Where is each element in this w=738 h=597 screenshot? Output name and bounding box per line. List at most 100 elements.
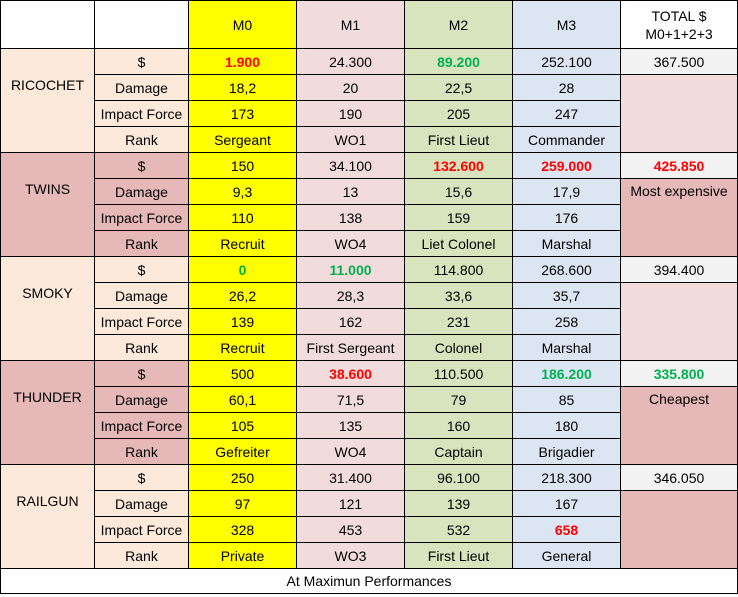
footer-row: At Maximun Performances (0, 568, 738, 594)
damage-m0: 9,3 (188, 178, 297, 205)
weapon-name: SMOKY (0, 256, 95, 361)
impact-m0: 173 (188, 100, 297, 127)
thunder-rank-row: Rank Gefreiter WO4 Captain Brigadier (1, 438, 738, 465)
total-note: Most expensive (620, 178, 738, 257)
damage-m2: 22,5 (404, 74, 513, 101)
damage-m0: 97 (188, 490, 297, 517)
damage-m3: 17,9 (512, 178, 621, 205)
weapon-name: RICOCHET (0, 48, 95, 153)
price-m2: 110.500 (404, 360, 513, 387)
weapon-name: TWINS (0, 152, 95, 257)
header-total-line1: TOTAL $ (651, 7, 707, 24)
price-m3: 252.100 (512, 48, 621, 75)
rank-m0: Private (188, 542, 297, 569)
weapon-name: RAILGUN (0, 464, 95, 569)
price-m2: 89.200 (404, 48, 513, 75)
header-m2: M2 (404, 0, 513, 49)
header-row: M0 M1 M2 M3 TOTAL $ M0+1+2+3 (0, 0, 738, 49)
damage-m2: 15,6 (404, 178, 513, 205)
total-note (620, 282, 738, 361)
rank-m2: First Lieut (404, 126, 513, 153)
rank-m2: Liet Colonel (404, 230, 513, 257)
label-price: $ (94, 152, 189, 179)
impact-m1: 135 (296, 412, 405, 439)
rank-m1: WO4 (296, 438, 405, 465)
rank-m1: WO4 (296, 230, 405, 257)
label-rank: Rank (94, 126, 189, 153)
railgun-damage-row: Damage 97 121 139 167 (1, 490, 738, 569)
impact-m2: 159 (404, 204, 513, 231)
price-m1: 38.600 (296, 360, 405, 387)
rank-m2: First Lieut (404, 542, 513, 569)
total-value: 367.500 (620, 48, 738, 75)
twins-rank-row: Rank Recruit WO4 Liet Colonel Marshal (1, 230, 738, 257)
price-m3: 186.200 (512, 360, 621, 387)
rank-m1: WO3 (296, 542, 405, 569)
impact-m3: 247 (512, 100, 621, 127)
label-rank: Rank (94, 438, 189, 465)
price-m1: 31.400 (296, 464, 405, 491)
impact-m0: 110 (188, 204, 297, 231)
impact-m3: 258 (512, 308, 621, 335)
label-rank: Rank (94, 542, 189, 569)
rank-m2: Captain (404, 438, 513, 465)
impact-m0: 139 (188, 308, 297, 335)
label-impact: Impact Force (94, 204, 189, 231)
impact-m3: 176 (512, 204, 621, 231)
price-m3: 268.600 (512, 256, 621, 283)
damage-m1: 28,3 (296, 282, 405, 309)
impact-m3: 658 (512, 516, 621, 543)
label-rank: Rank (94, 230, 189, 257)
railgun-price-row: RAILGUN $ 250 31.400 96.100 218.300 346.… (0, 464, 738, 569)
label-impact: Impact Force (94, 412, 189, 439)
label-price: $ (94, 48, 189, 75)
ricochet-impact-row: Impact Force 173 190 205 247 (1, 100, 738, 127)
ricochet-damage-row: Damage 18,2 20 22,5 28 (1, 74, 738, 153)
twins-impact-row: Impact Force 110 138 159 176 (1, 204, 738, 231)
corner-cell (94, 0, 189, 49)
rank-m1: WO1 (296, 126, 405, 153)
damage-m1: 20 (296, 74, 405, 101)
price-m0: 150 (188, 152, 297, 179)
label-price: $ (94, 360, 189, 387)
price-m3: 218.300 (512, 464, 621, 491)
impact-m2: 160 (404, 412, 513, 439)
impact-m0: 328 (188, 516, 297, 543)
total-value: 346.050 (620, 464, 738, 491)
price-m1: 24.300 (296, 48, 405, 75)
smoky-damage-row: Damage 26,2 28,3 33,6 35,7 (1, 282, 738, 361)
label-damage: Damage (94, 490, 189, 517)
impact-m1: 162 (296, 308, 405, 335)
ricochet-price-row: RICOCHET $ 1.900 24.300 89.200 252.100 3… (0, 48, 738, 153)
damage-m3: 35,7 (512, 282, 621, 309)
price-m2: 132.600 (404, 152, 513, 179)
rank-m3: Marshal (512, 230, 621, 257)
price-m1: 34.100 (296, 152, 405, 179)
price-m3: 259.000 (512, 152, 621, 179)
damage-m1: 121 (296, 490, 405, 517)
header-m3: M3 (512, 0, 621, 49)
price-m0: 1.900 (188, 48, 297, 75)
rank-m0: Sergeant (188, 126, 297, 153)
price-m0: 500 (188, 360, 297, 387)
label-impact: Impact Force (94, 100, 189, 127)
label-damage: Damage (94, 386, 189, 413)
rank-m3: Commander (512, 126, 621, 153)
footer-caption: At Maximun Performances (0, 568, 738, 594)
label-impact: Impact Force (94, 516, 189, 543)
rank-m0: Recruit (188, 334, 297, 361)
damage-m3: 167 (512, 490, 621, 517)
header-m1: M1 (296, 0, 405, 49)
label-rank: Rank (94, 334, 189, 361)
rank-m3: Marshal (512, 334, 621, 361)
label-damage: Damage (94, 74, 189, 101)
impact-m1: 138 (296, 204, 405, 231)
twins-damage-row: Damage 9,3 13 15,6 17,9 Most expensive (1, 178, 738, 257)
label-price: $ (94, 256, 189, 283)
thunder-impact-row: Impact Force 105 135 160 180 (1, 412, 738, 439)
damage-m1: 71,5 (296, 386, 405, 413)
damage-m0: 26,2 (188, 282, 297, 309)
thunder-damage-row: Damage 60,1 71,5 79 85 Cheapest (1, 386, 738, 465)
impact-m1: 190 (296, 100, 405, 127)
